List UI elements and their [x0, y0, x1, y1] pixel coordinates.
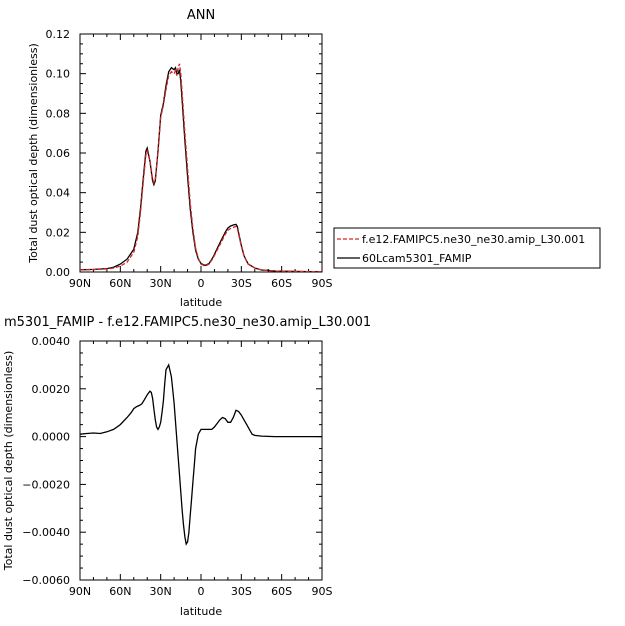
- y-tick-label: −0.0020: [22, 478, 70, 491]
- legend-label: f.e12.FAMIPC5.ne30_ne30.amip_L30.001: [362, 233, 585, 246]
- y-tick-label: 0.0020: [32, 383, 71, 396]
- x-tick-label: 60S: [271, 585, 292, 598]
- y-tick-label: 0.04: [46, 187, 71, 200]
- legend-box: [333, 227, 601, 269]
- x-tick-label: 30N: [150, 277, 172, 290]
- y-tick-label: 0.10: [46, 68, 71, 81]
- y-tick-label: 0.08: [46, 107, 71, 120]
- y-tick-label: −0.0040: [22, 526, 70, 539]
- x-tick-label: 0: [198, 277, 205, 290]
- x-tick-label: 60N: [109, 585, 131, 598]
- y-axis-label: Total dust optical depth (dimensionless): [2, 351, 15, 571]
- x-tick-label: 30S: [231, 585, 252, 598]
- x-tick-label: 90S: [312, 585, 333, 598]
- x-tick-label: 0: [198, 585, 205, 598]
- plot-frame: [79, 33, 323, 273]
- x-axis-label: latitude: [180, 605, 222, 618]
- x-tick-label: 30N: [150, 585, 172, 598]
- y-axis-label: Total dust optical depth (dimensionless): [27, 43, 40, 263]
- y-tick-label: 0.00: [46, 266, 71, 279]
- y-tick-label: 0.06: [46, 147, 71, 160]
- series-line-2: [80, 66, 322, 272]
- chart-panel-1: 90N 60N 30N 0 30S 60S 90S 0.00 0.02 0.04 0.06 0.08 0…: [27, 8, 601, 309]
- y-tick-label: −0.0060: [22, 574, 70, 587]
- x-tick-label: 90S: [312, 277, 333, 290]
- chart-panel-2: 90N 60N 30N 0 30S 60S 90S −0.0060 −0.0040 −0.0020…: [2, 315, 371, 618]
- x-tick-label: 60N: [109, 277, 131, 290]
- x-tick-label: 30S: [231, 277, 252, 290]
- chart-title: ANN: [187, 8, 215, 23]
- x-axis-label: latitude: [180, 296, 222, 309]
- y-tick-label: 0.0000: [32, 431, 71, 444]
- series-line-1: [80, 363, 322, 546]
- x-tick-label: 60S: [271, 277, 292, 290]
- x-tick-label: 90N: [69, 585, 91, 598]
- legend-label: 60Lcam5301_FAMIP: [362, 252, 472, 265]
- y-tick-label: 0.12: [46, 28, 71, 41]
- y-tick-label: 0.0040: [32, 335, 71, 348]
- x-tick-label: 90N: [69, 277, 91, 290]
- chart-title: m5301_FAMIP - f.e12.FAMIPC5.ne30_ne30.am…: [4, 315, 371, 330]
- series-line-1: [80, 63, 322, 272]
- legend: f.e12.FAMIPC5.ne30_ne30.amip_L30.001 60Lc…: [333, 227, 601, 269]
- plot-frame: [79, 340, 323, 581]
- y-tick-label: 0.02: [46, 226, 71, 239]
